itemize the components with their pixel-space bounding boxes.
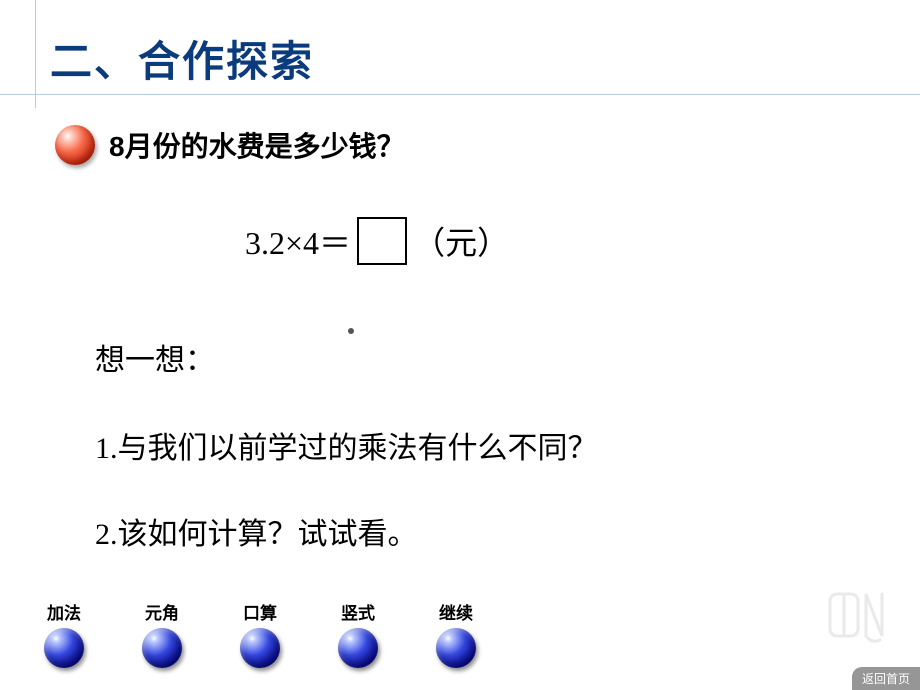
question-row: 8月份的水费是多少钱？ <box>55 125 860 165</box>
blue-ball-icon <box>240 628 280 668</box>
blue-ball-icon <box>338 628 378 668</box>
nav-label: 元角 <box>145 599 179 624</box>
blue-ball-icon <box>436 628 476 668</box>
decorative-dot <box>348 328 354 334</box>
page-title: 二、合作探索 <box>50 28 920 89</box>
equation-unit: （元） <box>413 218 509 264</box>
return-home-button[interactable]: 返回首页 <box>852 667 920 690</box>
nav-yuanjiao-button[interactable]: 元角 <box>142 599 182 668</box>
equation: 3.2×4＝ （元） <box>245 217 860 265</box>
nav-label: 竖式 <box>341 599 375 624</box>
nav-label: 继续 <box>439 599 473 624</box>
think-item-1: 1.与我们以前学过的乘法有什么不同？ <box>95 423 860 467</box>
blue-ball-icon <box>142 628 182 668</box>
think-item-2: 2.该如何计算？试试看。 <box>95 509 860 553</box>
nav-addition-button[interactable]: 加法 <box>44 599 84 668</box>
nav-mental-button[interactable]: 口算 <box>240 599 280 668</box>
question-text: 8月份的水费是多少钱？ <box>109 125 405 165</box>
content: 8月份的水费是多少钱？ 3.2×4＝ （元） 想一想： 1.与我们以前学过的乘法… <box>0 97 920 553</box>
blue-ball-icon <box>44 628 84 668</box>
think-title: 想一想： <box>95 335 860 379</box>
nav-continue-button[interactable]: 继续 <box>436 599 476 668</box>
header: 二、合作探索 <box>0 0 920 97</box>
nav-label: 口算 <box>243 599 277 624</box>
nav-label: 加法 <box>47 599 81 624</box>
equation-expr: 3.2×4＝ <box>245 218 351 264</box>
nav-row: 加法 元角 口算 竖式 继续 <box>44 599 476 668</box>
watermark-icon <box>822 588 902 648</box>
red-ball-icon <box>55 125 95 165</box>
nav-vertical-button[interactable]: 竖式 <box>338 599 378 668</box>
equation-answer-box <box>357 217 407 265</box>
